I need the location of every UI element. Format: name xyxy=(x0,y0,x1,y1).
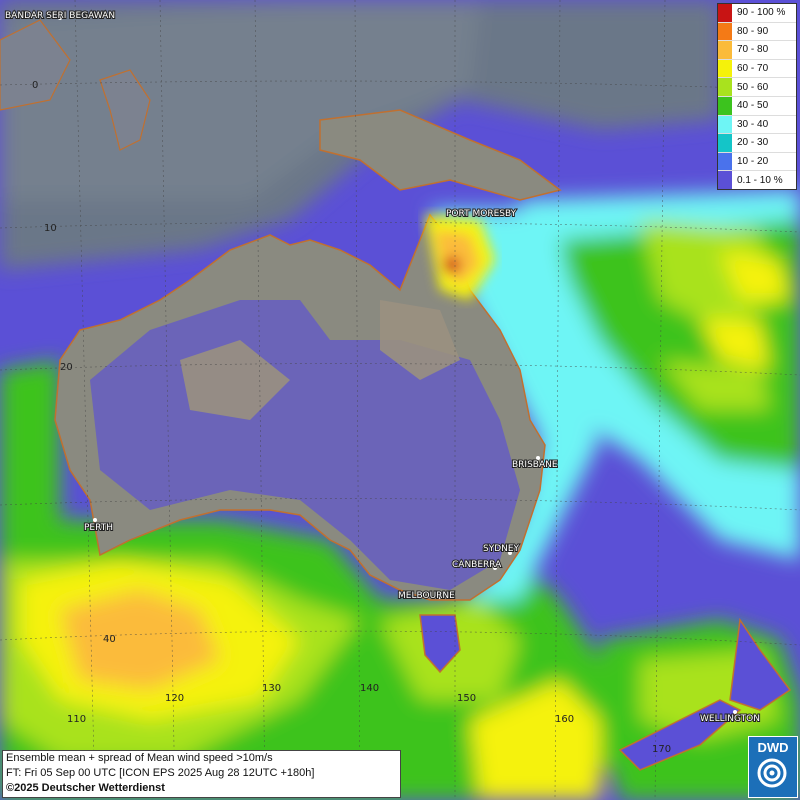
legend-swatch xyxy=(718,152,732,171)
borneo xyxy=(0,19,71,111)
lat-label: 40 xyxy=(103,634,116,645)
lon-label: 120 xyxy=(165,693,184,704)
legend-label: 60 - 70 xyxy=(737,63,769,75)
info-copyright: ©2025 Deutscher Wetterdienst xyxy=(6,782,165,794)
legend-label: 20 - 30 xyxy=(737,137,769,149)
legend: 90 - 100 % 80 - 90 70 - 80 60 - 70 50 - 60 40… xyxy=(717,3,797,190)
nz-north-island xyxy=(729,617,792,711)
legend-item: 0.1 - 10 % xyxy=(718,171,796,189)
legend-label: 80 - 90 xyxy=(737,25,769,37)
info-forecast-time: FT: Fri 05 Sep 00 UTC [ICON EPS 2025 Aug… xyxy=(6,767,315,779)
legend-item: 40 - 50 xyxy=(718,96,796,116)
legend-item: 30 - 40 xyxy=(718,115,796,135)
city-port-moresby: PORT MORESBY xyxy=(446,209,517,219)
city-perth: PERTH xyxy=(84,523,113,533)
legend-label: 90 - 100 % xyxy=(737,7,786,19)
legend-swatch xyxy=(718,41,732,59)
lat-label: 10 xyxy=(44,223,57,234)
legend-item: 80 - 90 xyxy=(718,22,796,42)
info-title: Ensemble mean + spread of Mean wind spee… xyxy=(6,752,273,764)
lon-label: 160 xyxy=(555,714,574,725)
legend-swatch xyxy=(718,78,732,96)
legend-item: 90 - 100 % xyxy=(718,4,796,23)
legend-item: 20 - 30 xyxy=(718,134,796,153)
lon-label: 140 xyxy=(360,683,379,694)
legend-item: 60 - 70 xyxy=(718,59,796,79)
new-guinea xyxy=(319,109,562,201)
swirl-icon xyxy=(757,758,787,788)
city-sydney: SYDNEY xyxy=(483,544,520,554)
legend-label: 70 - 80 xyxy=(737,44,769,56)
sulawesi xyxy=(99,69,151,151)
nz-south-island xyxy=(618,699,742,771)
city-bandar-seri-begawan: BANDAR SERI BEGAWAN xyxy=(5,11,115,21)
legend-label: 50 - 60 xyxy=(737,81,769,93)
city-canberra: CANBERRA xyxy=(452,560,502,570)
info-box: Ensemble mean + spread of Mean wind spee… xyxy=(2,750,401,798)
legend-swatch xyxy=(718,134,732,152)
lon-label: 150 xyxy=(457,693,476,704)
legend-item: 70 - 80 xyxy=(718,41,796,60)
lon-label: 110 xyxy=(67,714,86,725)
city-melbourne: MELBOURNE xyxy=(398,591,455,601)
legend-label: 0.1 - 10 % xyxy=(737,174,783,186)
dwd-logo-text: DWD xyxy=(757,740,789,755)
lon-label: 130 xyxy=(262,683,281,694)
cape-york-hotspot xyxy=(425,215,495,300)
australia-landmass xyxy=(54,213,546,601)
lat-label: 0 xyxy=(32,80,38,91)
legend-item: 10 - 20 xyxy=(718,152,796,172)
legend-label: 30 - 40 xyxy=(737,118,769,130)
city-markers: BANDAR SERI BEGAWAN PORT MORESBY BRISBAN… xyxy=(4,10,761,725)
legend-swatch xyxy=(718,22,732,41)
legend-label: 40 - 50 xyxy=(737,100,769,112)
legend-swatch xyxy=(718,171,732,189)
legend-swatch xyxy=(718,4,732,22)
lat-label: 20 xyxy=(60,362,73,373)
legend-swatch xyxy=(718,96,732,115)
tasmania xyxy=(419,614,461,674)
legend-label: 10 - 20 xyxy=(737,156,769,168)
lon-label: 170 xyxy=(652,744,671,755)
legend-swatch xyxy=(718,59,732,78)
dwd-logo: DWD xyxy=(748,736,798,798)
legend-swatch xyxy=(718,115,732,134)
city-wellington: WELLINGTON xyxy=(700,714,760,724)
legend-item: 50 - 60 xyxy=(718,78,796,97)
city-brisbane: BRISBANE xyxy=(512,460,558,470)
